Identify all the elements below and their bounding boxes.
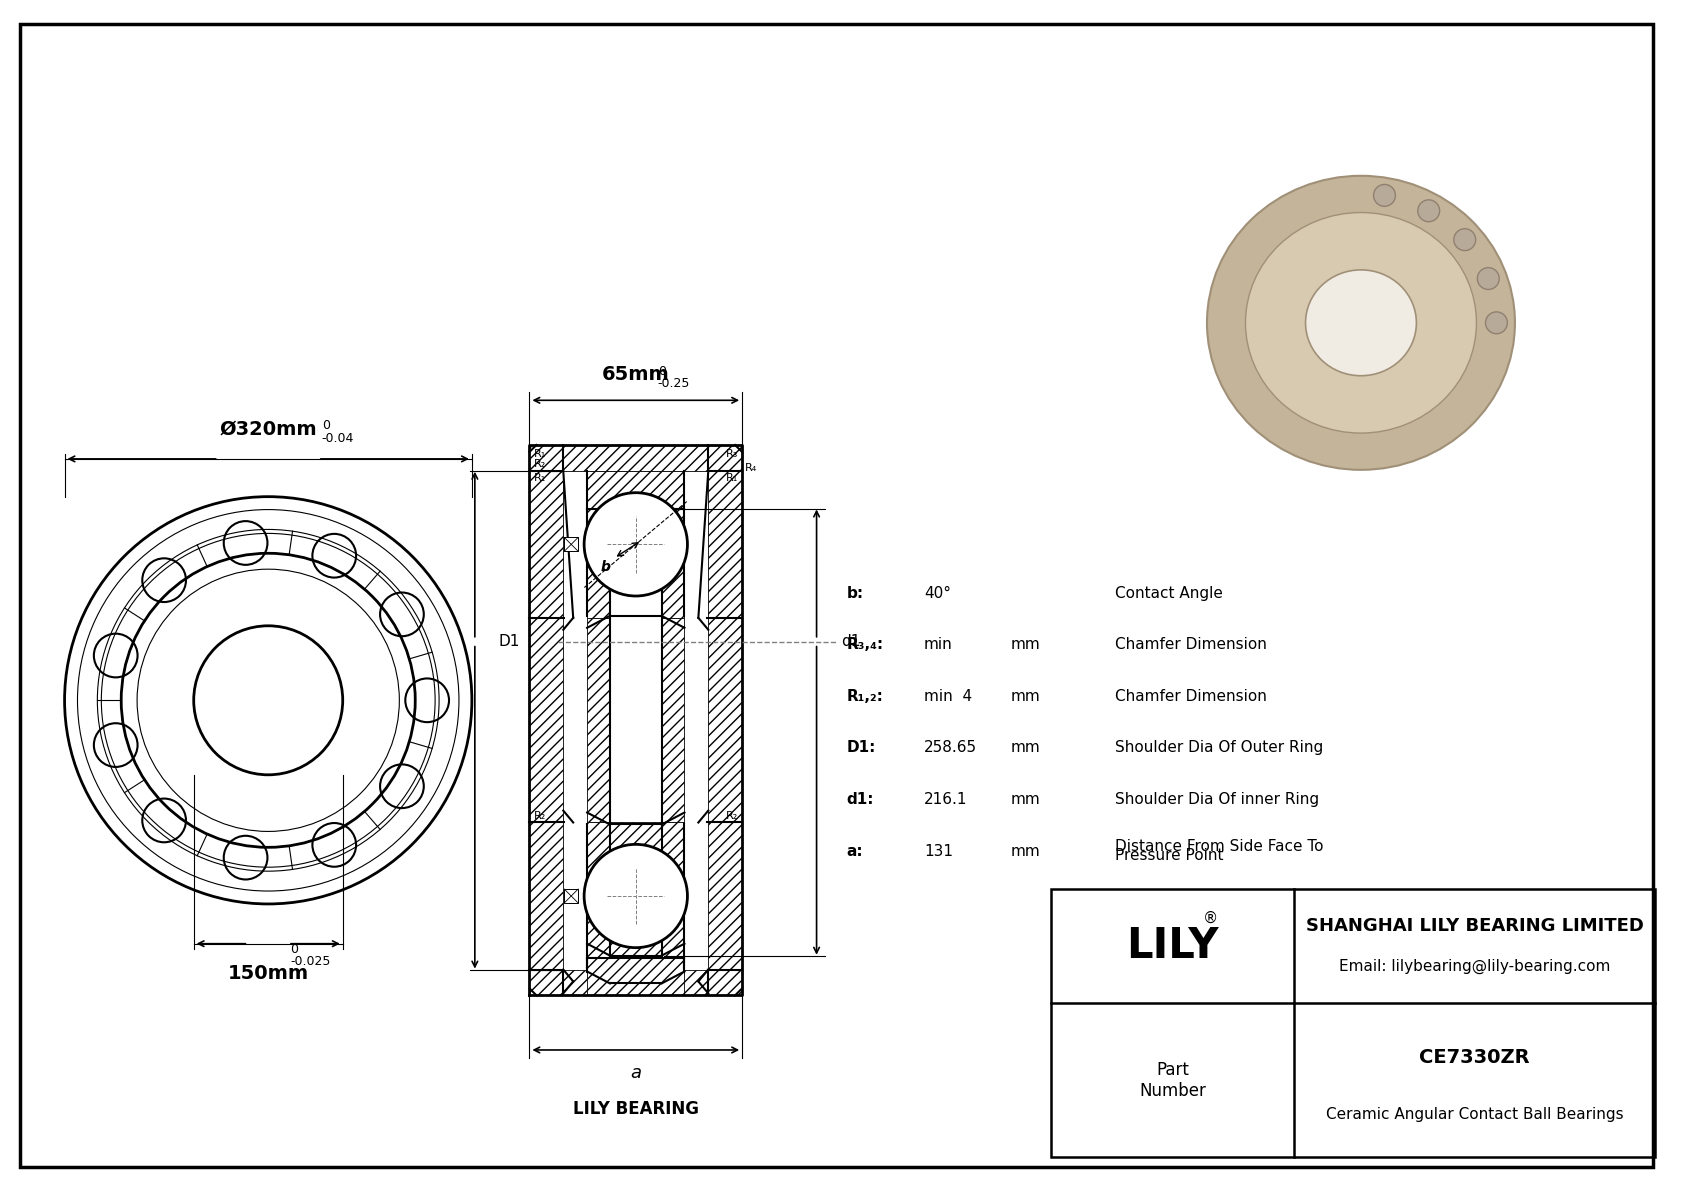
Text: Contact Angle: Contact Angle xyxy=(1115,586,1223,600)
Text: R₁,₂:: R₁,₂: xyxy=(847,688,882,704)
Text: mm: mm xyxy=(1010,792,1041,807)
Text: b: b xyxy=(601,560,611,574)
Text: Pressure Point: Pressure Point xyxy=(1115,848,1223,862)
Bar xyxy=(529,445,743,470)
Bar xyxy=(709,470,743,618)
Text: R₄: R₄ xyxy=(744,463,758,473)
Text: LILY BEARING: LILY BEARING xyxy=(573,1099,699,1117)
Bar xyxy=(529,969,743,996)
Text: Ø320mm: Ø320mm xyxy=(219,420,317,439)
Bar xyxy=(564,537,578,551)
Text: 150mm: 150mm xyxy=(227,964,308,983)
Text: Ceramic Angular Contact Ball Bearings: Ceramic Angular Contact Ball Bearings xyxy=(1325,1106,1623,1122)
Bar xyxy=(588,470,684,509)
Circle shape xyxy=(1453,229,1475,250)
Bar xyxy=(529,618,562,823)
Bar xyxy=(529,470,562,618)
Text: 216.1: 216.1 xyxy=(925,792,967,807)
Text: -0.25: -0.25 xyxy=(658,378,690,391)
Bar xyxy=(588,509,610,618)
Bar xyxy=(588,958,610,969)
Text: R₂: R₂ xyxy=(534,459,546,469)
Bar xyxy=(564,888,578,903)
Text: min: min xyxy=(925,637,953,653)
Text: 0: 0 xyxy=(658,366,665,379)
Text: Email: lilybearing@lily-bearing.com: Email: lilybearing@lily-bearing.com xyxy=(1339,959,1610,974)
Text: Part
Number: Part Number xyxy=(1140,1061,1206,1099)
Text: Distance From Side Face To: Distance From Side Face To xyxy=(1115,838,1324,854)
Text: R₃: R₃ xyxy=(726,449,738,459)
Circle shape xyxy=(1374,185,1396,206)
Text: 40°: 40° xyxy=(925,586,951,600)
Text: mm: mm xyxy=(1010,688,1041,704)
Text: D1:: D1: xyxy=(847,741,876,755)
Text: ®: ® xyxy=(1202,911,1218,925)
Text: Chamfer Dimension: Chamfer Dimension xyxy=(1115,688,1266,704)
Text: b:: b: xyxy=(847,586,864,600)
Text: 258.65: 258.65 xyxy=(925,741,977,755)
Text: R₁: R₁ xyxy=(726,473,738,482)
Bar xyxy=(529,823,562,969)
Text: R₂: R₂ xyxy=(534,811,546,821)
Text: Shoulder Dia Of Outer Ring: Shoulder Dia Of Outer Ring xyxy=(1115,741,1324,755)
Text: R₂: R₂ xyxy=(726,811,738,821)
Circle shape xyxy=(1485,312,1507,333)
Text: R₃,₄:: R₃,₄: xyxy=(847,637,884,653)
Text: CE7330ZR: CE7330ZR xyxy=(1420,1048,1531,1067)
Circle shape xyxy=(1418,200,1440,222)
Text: Chamfer Dimension: Chamfer Dimension xyxy=(1115,637,1266,653)
Text: LILY: LILY xyxy=(1127,925,1219,967)
Text: d1: d1 xyxy=(842,634,861,649)
Bar xyxy=(662,958,684,969)
Bar xyxy=(709,618,743,823)
Text: mm: mm xyxy=(1010,637,1041,653)
Circle shape xyxy=(584,493,687,596)
Text: a: a xyxy=(630,1064,642,1081)
Ellipse shape xyxy=(1246,212,1477,434)
Bar xyxy=(1051,888,1655,1158)
Text: 131: 131 xyxy=(925,843,953,859)
Ellipse shape xyxy=(1207,176,1516,469)
Text: D1: D1 xyxy=(498,634,520,649)
Text: Shoulder Dia Of inner Ring: Shoulder Dia Of inner Ring xyxy=(1115,792,1319,807)
Circle shape xyxy=(1477,268,1499,289)
Bar xyxy=(588,618,610,823)
Bar xyxy=(662,618,684,823)
Ellipse shape xyxy=(1305,270,1416,375)
Text: a:: a: xyxy=(847,843,862,859)
Text: R₁: R₁ xyxy=(534,473,546,482)
Circle shape xyxy=(584,844,687,948)
Text: R₁: R₁ xyxy=(534,449,546,459)
Text: -0.04: -0.04 xyxy=(322,432,354,445)
Text: 0: 0 xyxy=(322,419,330,432)
Text: d1:: d1: xyxy=(847,792,874,807)
Bar xyxy=(588,958,684,996)
Text: 0: 0 xyxy=(290,942,298,955)
Text: -0.025: -0.025 xyxy=(290,954,330,967)
Bar xyxy=(709,823,743,969)
Text: min  4: min 4 xyxy=(925,688,972,704)
Bar xyxy=(662,509,684,618)
Text: mm: mm xyxy=(1010,843,1041,859)
Bar xyxy=(588,823,684,969)
Text: SHANGHAI LILY BEARING LIMITED: SHANGHAI LILY BEARING LIMITED xyxy=(1305,917,1644,935)
Text: mm: mm xyxy=(1010,741,1041,755)
Text: 65mm: 65mm xyxy=(601,366,670,385)
